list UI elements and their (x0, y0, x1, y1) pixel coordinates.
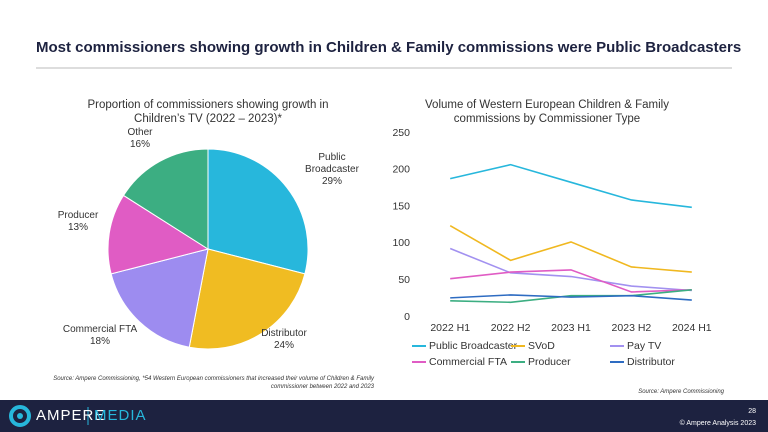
line-series (450, 294, 692, 301)
pie-category: Commercial FTA (62, 324, 138, 335)
line-series (450, 269, 692, 293)
line-title: Volume of Western European Children & Fa… (425, 99, 669, 125)
legend-label: Producer (528, 356, 571, 368)
pie-value: 29% (321, 176, 342, 187)
logo-dot (17, 413, 23, 419)
line-series (449, 225, 692, 273)
pie-value: 13% (67, 222, 88, 233)
page-number: 28 (748, 408, 756, 415)
pie-label: Commercial FTA 18% (60, 324, 140, 348)
x-tick-label: 2022 H1 (430, 322, 470, 334)
legend-label: Pay TV (627, 340, 661, 352)
pie-category: Other (127, 127, 153, 138)
slide-title: Most commissioners showing growth in Chi… (36, 39, 742, 56)
pie-category: Producer (57, 210, 99, 221)
x-tick-label: 2022 H2 (491, 322, 531, 334)
pie-value: 24% (273, 340, 294, 351)
footer-band (0, 400, 768, 432)
copyright: © Ampere Analysis 2023 (680, 419, 756, 427)
y-tick-label: 50 (398, 274, 410, 286)
x-tick-label: 2023 H1 (551, 322, 591, 334)
pie-label: Producer 13% (38, 210, 118, 234)
y-tick-label: 0 (404, 311, 410, 323)
x-tick-label: 2023 H2 (612, 322, 652, 334)
legend-label: SVoD (528, 340, 555, 352)
legend-label: Public Broadcaster (429, 340, 518, 352)
y-tick-label: 250 (392, 127, 410, 139)
line-series (449, 247, 692, 292)
y-tick-label: 100 (392, 237, 410, 249)
pie-value: 18% (89, 336, 110, 347)
source-left: Source: Ampere Commissioning, *54 Wester… (53, 376, 374, 390)
pie-slice (122, 148, 209, 250)
line-series (450, 288, 692, 304)
logo (9, 405, 31, 427)
x-tick-label: 2024 H1 (672, 322, 712, 334)
line-series (450, 163, 692, 209)
pie-slice (207, 148, 309, 275)
pie-label: Distributor 24% (244, 328, 324, 352)
pie-category: Distributor (261, 328, 307, 339)
y-tick-label: 200 (392, 164, 410, 176)
pie-value: 16% (129, 139, 150, 150)
pie-label: Other 16% (100, 127, 180, 151)
pie-title: Proportion of commissioners showing grow… (87, 99, 329, 125)
pie-slice (110, 248, 209, 348)
brand-sub: MEDIA (94, 407, 147, 424)
legend-label: Commercial FTA (429, 356, 507, 368)
y-tick-label: 150 (392, 200, 410, 212)
pie-category: Public Broadcaster (305, 152, 359, 175)
brand: AMPERE (36, 407, 105, 424)
pie-slice (188, 248, 306, 350)
pie-label: Public Broadcaster 29% (292, 152, 372, 188)
legend-label: Distributor (627, 356, 675, 368)
source-right: Source: Ampere Commissioning (638, 389, 724, 395)
pie-slice (107, 194, 210, 275)
